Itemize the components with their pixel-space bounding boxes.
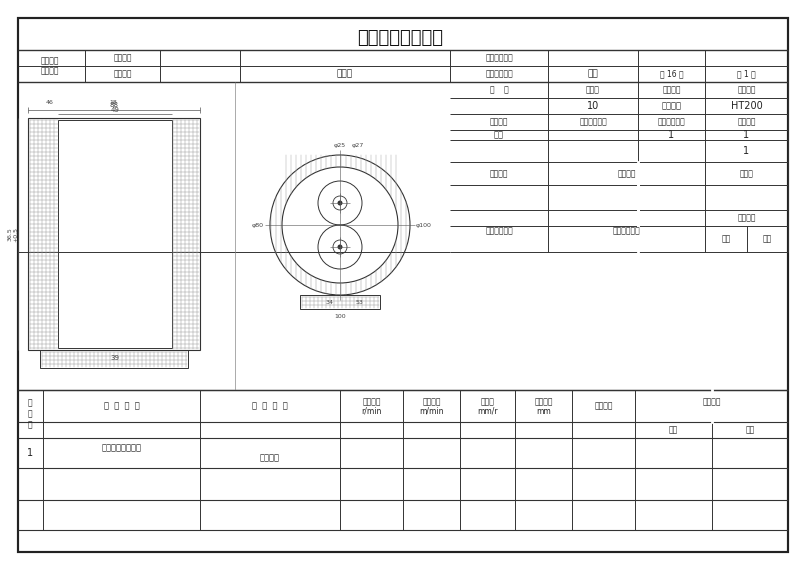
Text: 1: 1 bbox=[743, 130, 750, 140]
Bar bbox=[300, 295, 380, 309]
Text: 工位器具编号: 工位器具编号 bbox=[485, 226, 513, 235]
Text: 毛坯种类: 毛坯种类 bbox=[490, 117, 508, 126]
Text: 单件: 单件 bbox=[762, 235, 772, 243]
Text: 工  艺  装  备: 工 艺 装 备 bbox=[252, 401, 288, 411]
Text: 材料牌号: 材料牌号 bbox=[738, 86, 756, 95]
Text: 切削速度: 切削速度 bbox=[422, 397, 441, 407]
Text: mm/r: mm/r bbox=[477, 407, 498, 416]
Text: 1: 1 bbox=[27, 448, 34, 458]
Text: m/min: m/min bbox=[419, 407, 444, 416]
Text: 工序工时: 工序工时 bbox=[738, 214, 756, 222]
Text: 铸造成型: 铸造成型 bbox=[662, 101, 682, 111]
Text: 机械加工工序卡片: 机械加工工序卡片 bbox=[357, 29, 443, 47]
Text: 产品型号: 产品型号 bbox=[114, 53, 132, 62]
Text: 工
步
号: 工 步 号 bbox=[28, 399, 32, 430]
Text: 46: 46 bbox=[46, 99, 54, 104]
Circle shape bbox=[338, 201, 342, 205]
Text: 每毛坯可制件: 每毛坯可制件 bbox=[658, 117, 686, 126]
Text: 进给次数: 进给次数 bbox=[594, 401, 613, 411]
Text: 88: 88 bbox=[110, 102, 118, 108]
Text: 辅动: 辅动 bbox=[746, 425, 754, 434]
Text: φ25: φ25 bbox=[334, 142, 346, 147]
Text: 游标卡尺: 游标卡尺 bbox=[260, 454, 280, 463]
Text: 切削液: 切削液 bbox=[739, 169, 754, 178]
Text: 铸造保证图示尺寸: 铸造保证图示尺寸 bbox=[102, 443, 142, 452]
Bar bbox=[58, 120, 172, 348]
Text: 共 16 页: 共 16 页 bbox=[660, 70, 683, 78]
Text: 毛坯外型尺寸: 毛坯外型尺寸 bbox=[579, 117, 607, 126]
Text: 工步工时: 工步工时 bbox=[702, 397, 721, 407]
Text: 10: 10 bbox=[587, 101, 599, 111]
Text: 零（部）件图: 零（部）件图 bbox=[485, 53, 513, 62]
Text: 铸件: 铸件 bbox=[494, 130, 504, 139]
Text: 100: 100 bbox=[334, 315, 346, 319]
Text: 第 1 页: 第 1 页 bbox=[737, 70, 756, 78]
Text: φ80: φ80 bbox=[252, 222, 264, 227]
Text: φ27: φ27 bbox=[352, 142, 364, 147]
Text: 1: 1 bbox=[743, 146, 750, 156]
Text: mm: mm bbox=[536, 407, 551, 416]
Text: 机动: 机动 bbox=[669, 425, 678, 434]
Text: 工序名称: 工序名称 bbox=[662, 86, 681, 95]
Text: 机械加工
工序卡片: 机械加工 工序卡片 bbox=[41, 56, 59, 76]
Text: 产品名称: 产品名称 bbox=[114, 70, 132, 78]
Text: 零（部）件名: 零（部）件名 bbox=[485, 70, 513, 78]
Text: 夹具名称: 夹具名称 bbox=[618, 169, 636, 178]
Text: r/min: r/min bbox=[362, 407, 382, 416]
Text: 39: 39 bbox=[110, 355, 119, 361]
Text: 18: 18 bbox=[109, 99, 117, 104]
Text: φ100: φ100 bbox=[416, 222, 432, 227]
Text: 工位器具名称: 工位器具名称 bbox=[613, 226, 640, 235]
Bar bbox=[40, 350, 188, 368]
Text: 夹具编号: 夹具编号 bbox=[490, 169, 508, 178]
Text: 53: 53 bbox=[356, 301, 364, 306]
Text: 泵体: 泵体 bbox=[588, 70, 598, 78]
Text: 车    间: 车 间 bbox=[490, 86, 508, 95]
Text: 背吃刀量: 背吃刀量 bbox=[534, 397, 553, 407]
Text: 进给量: 进给量 bbox=[481, 397, 494, 407]
Text: 准终: 准终 bbox=[721, 235, 730, 243]
Bar bbox=[28, 118, 200, 350]
Text: 齿轮泵: 齿轮泵 bbox=[337, 70, 353, 78]
Text: 1: 1 bbox=[669, 130, 674, 140]
Text: 工序号: 工序号 bbox=[586, 86, 600, 95]
Text: 49: 49 bbox=[110, 107, 119, 113]
Circle shape bbox=[338, 244, 342, 249]
Text: 主轴转速: 主轴转速 bbox=[362, 397, 381, 407]
Text: 工  步  内  容: 工 步 内 容 bbox=[104, 401, 139, 411]
Text: 每台件数: 每台件数 bbox=[738, 117, 756, 126]
Text: HT200: HT200 bbox=[730, 101, 762, 111]
Text: 34: 34 bbox=[326, 301, 334, 306]
Text: 36.5
+0.5: 36.5 +0.5 bbox=[7, 226, 18, 242]
